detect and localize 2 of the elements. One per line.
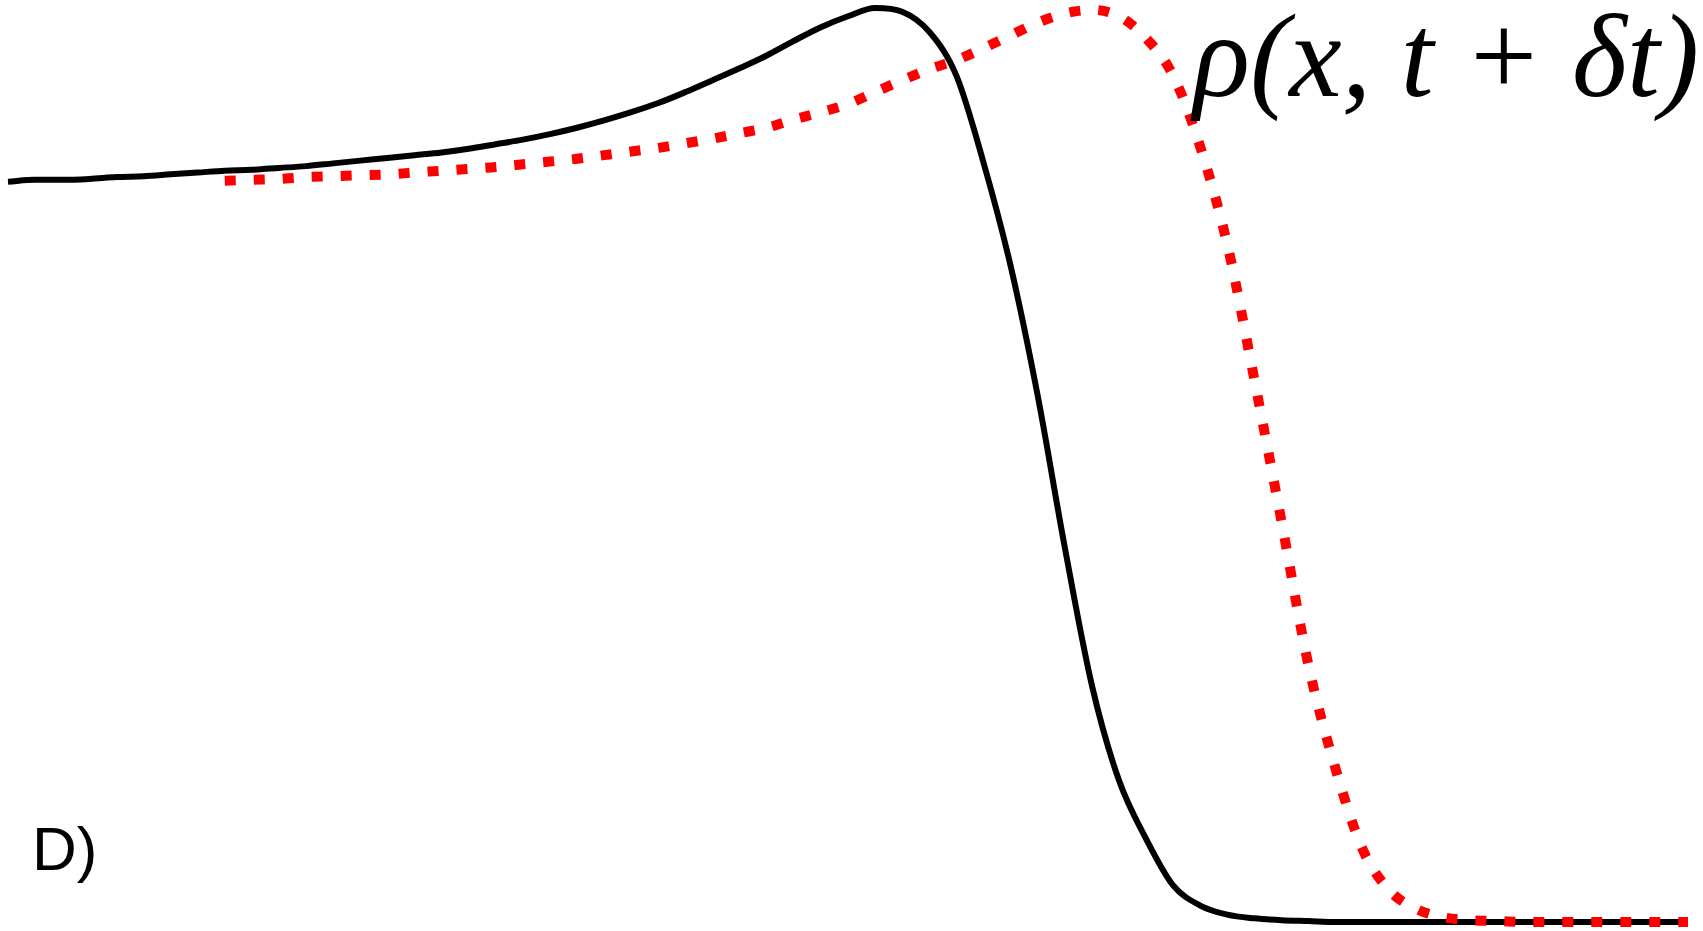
annotation: D)	[32, 814, 98, 883]
series-label: ρ(x, t + δt)	[1190, 0, 1699, 122]
